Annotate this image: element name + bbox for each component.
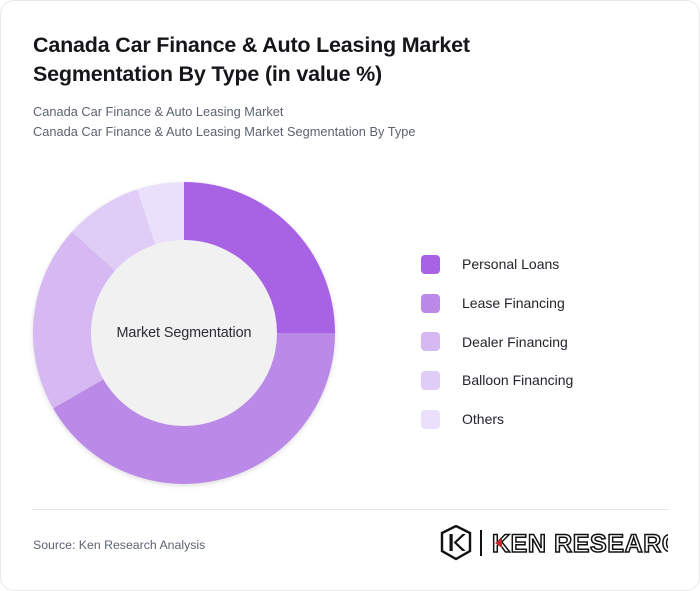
logo-separator-bar	[480, 530, 482, 556]
subtitle-line-2: Canada Car Finance & Auto Leasing Market…	[33, 124, 416, 140]
logo-accent-triangle	[495, 538, 502, 548]
legend-swatch	[421, 293, 440, 313]
subtitle-line-1: Canada Car Finance & Auto Leasing Market	[33, 104, 284, 120]
ken-research-logo: KEN RESEARCH	[440, 523, 668, 563]
chart-area: Market Segmentation Personal Loans Lease …	[1, 161, 699, 501]
footer-divider	[32, 509, 668, 510]
legend-label: Dealer Financing	[462, 333, 568, 350]
logo-wordmark: KEN RESEARCH	[491, 529, 668, 559]
legend-item[interactable]: Dealer Financing	[421, 322, 573, 361]
svg-text:KEN RESEARCH: KEN RESEARCH	[492, 530, 668, 558]
subtitle-group: Canada Car Finance & Auto Leasing Market…	[33, 102, 667, 142]
donut-hole	[91, 240, 277, 426]
legend-swatch	[421, 332, 440, 352]
chart-header: Canada Car Finance & Auto Leasing Market…	[33, 31, 667, 142]
hexagon-k-mark	[440, 525, 472, 561]
legend-item[interactable]: Lease Financing	[421, 284, 573, 323]
legend-item[interactable]: Personal Loans	[421, 245, 573, 284]
source-note: Source: Ken Research Analysis	[33, 538, 206, 552]
legend-swatch	[421, 409, 440, 429]
legend-item[interactable]: Others	[421, 400, 573, 439]
legend-label: Others	[462, 411, 505, 428]
legend-label: Lease Financing	[462, 295, 565, 312]
donut-svg	[32, 182, 335, 485]
legend-swatch	[421, 370, 440, 390]
donut-chart: Market Segmentation	[32, 182, 335, 485]
legend-label: Personal Loans	[462, 256, 560, 273]
legend-label: Balloon Financing	[462, 372, 574, 389]
ken-research-logo-svg: KEN RESEARCH	[440, 525, 668, 561]
legend-item[interactable]: Balloon Financing	[421, 361, 573, 400]
legend-swatch	[421, 254, 440, 274]
page-title: Canada Car Finance & Auto Leasing Market…	[33, 33, 470, 86]
chart-legend: Personal Loans Lease Financing Dealer Fina…	[421, 245, 573, 438]
